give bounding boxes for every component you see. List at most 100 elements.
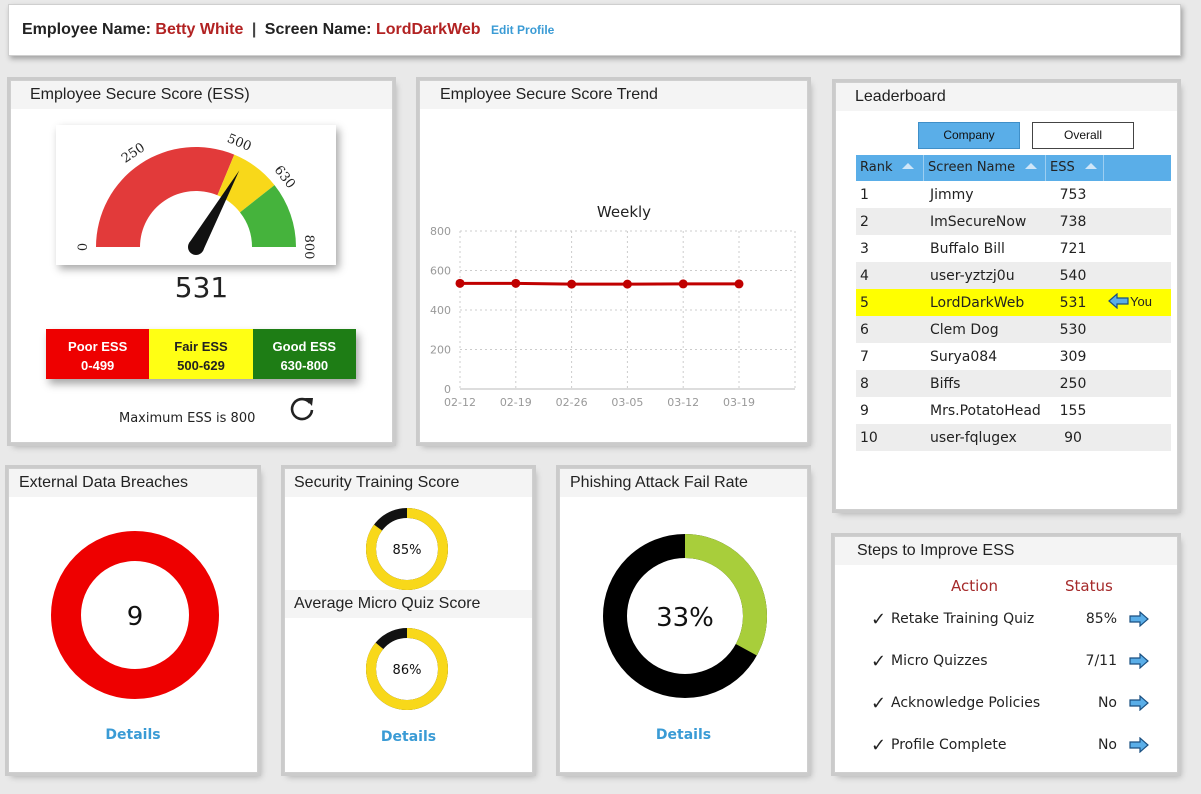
rank-column-header[interactable]: Rank (856, 155, 924, 181)
row-ess: 155 (1059, 402, 1087, 419)
step-status: 7/11 (1085, 653, 1117, 669)
sort-asc-icon (1025, 163, 1038, 169)
row-rank: 7 (860, 348, 869, 365)
trend-data-point[interactable] (678, 279, 688, 289)
ess-gauge: 0 250 500 630 800 (56, 125, 336, 265)
row-ess: 309 (1059, 348, 1087, 365)
row-ess: 531 (1059, 294, 1087, 311)
edit-profile-link[interactable]: Edit Profile (491, 23, 555, 37)
quiz-score: 86% (393, 663, 422, 678)
company-tab-button[interactable]: Company (918, 122, 1020, 149)
step-row: ✓ Retake Training Quiz 85% (871, 607, 1151, 631)
ess-title: Employee Secure Score (ESS) (11, 81, 392, 109)
row-name: LordDarkWeb (930, 294, 1025, 311)
leaderboard-row: 2 ImSecureNow 738 (856, 208, 1171, 235)
step-status: No (1097, 737, 1117, 753)
chart-title: Weekly (597, 203, 651, 221)
training-details-link[interactable]: Details (380, 729, 437, 745)
legend-good-name: Good ESS (272, 339, 337, 354)
y-tick-label: 0 (444, 383, 451, 396)
phishing-rate: 33% (656, 603, 714, 633)
row-name: Surya084 (930, 348, 998, 365)
arrow-right-icon[interactable] (1129, 695, 1149, 711)
training-panel: Security Training Score 85% Average Micr… (284, 468, 533, 773)
phishing-title: Phishing Attack Fail Rate (560, 469, 807, 497)
screen-name: LordDarkWeb (375, 21, 481, 38)
refresh-icon[interactable] (288, 394, 316, 422)
quiz-donut: 86% (366, 628, 448, 710)
leaderboard-row: 8 Biffs 250 (856, 370, 1171, 397)
step-row: ✓ Profile Complete No (871, 733, 1151, 757)
trend-data-point[interactable] (455, 278, 465, 288)
legend-fair: Fair ESS 500-629 (149, 329, 253, 379)
leaderboard-row: 6 Clem Dog 530 (856, 316, 1171, 343)
leaderboard-header: Rank Screen Name ESS (856, 155, 1171, 181)
leaderboard-table: Rank Screen Name ESS 1 Jimmy 753 2 ImSecure… (856, 155, 1171, 451)
arrow-right-icon[interactable] (1129, 737, 1149, 753)
leaderboard-title: Leaderboard (836, 83, 1177, 111)
row-name: ImSecureNow (930, 213, 1027, 230)
profile-header: Employee Name: Betty White | Screen Name… (8, 4, 1181, 56)
breaches-donut: 9 (51, 531, 219, 699)
gauge-tick-label: 500 (225, 131, 254, 154)
arrow-right-icon[interactable] (1129, 611, 1149, 627)
training-donut-arc (366, 508, 448, 590)
legend-good: Good ESS 630-800 (252, 329, 356, 379)
row-name: Mrs.PotatoHead (930, 402, 1041, 419)
name-header-label: Screen Name (928, 160, 1016, 175)
gauge-band-good (239, 185, 296, 247)
trend-data-point[interactable] (622, 279, 632, 289)
phishing-details-link[interactable]: Details (655, 727, 712, 743)
trend-data-point[interactable] (511, 278, 521, 288)
overall-tab-button[interactable]: Overall (1032, 122, 1134, 149)
breaches-panel: External Data Breaches 9 Details (8, 468, 258, 773)
row-name: user-fqlugex (930, 429, 1017, 446)
step-action: Acknowledge Policies (891, 695, 1041, 711)
step-action: Micro Quizzes (891, 653, 988, 669)
leaderboard-row: 3 Buffalo Bill 721 (856, 235, 1171, 262)
y-tick-label: 400 (430, 304, 451, 317)
gauge-band-fair (217, 154, 275, 213)
ess-score-value: 531 (174, 271, 229, 304)
row-name: Biffs (930, 375, 961, 392)
legend-poor: Poor ESS 0-499 (46, 329, 150, 379)
row-ess: 250 (1059, 375, 1087, 392)
rank-header-label: Rank (860, 160, 893, 175)
leaderboard-row: 9 Mrs.PotatoHead 155 (856, 397, 1171, 424)
step-status: 85% (1085, 611, 1117, 627)
phishing-donut-arc (603, 534, 767, 698)
leaderboard-body: 1 Jimmy 753 2 ImSecureNow 738 3 Buffalo Bill 7… (856, 181, 1171, 451)
training-score: 85% (393, 543, 422, 558)
step-row: ✓ Micro Quizzes 7/11 (871, 649, 1151, 673)
phishing-panel: Phishing Attack Fail Rate 33% Details (559, 468, 808, 773)
employee-name-label: Employee Name: (22, 21, 151, 38)
row-name: Buffalo Bill (930, 240, 1005, 257)
row-rank: 10 (860, 429, 878, 446)
arrow-right-icon[interactable] (1129, 653, 1149, 669)
trend-data-point[interactable] (734, 279, 744, 289)
ess-header-label: ESS (1050, 160, 1075, 175)
ess-column-header[interactable]: ESS (1046, 155, 1104, 181)
row-name: Clem Dog (930, 321, 999, 338)
trend-panel: Employee Secure Score Trend Weekly 800 600… (419, 80, 808, 443)
check-icon: ✓ (871, 692, 887, 714)
y-tick-label: 200 (430, 344, 451, 357)
legend-fair-name: Fair ESS (174, 339, 228, 354)
row-rank: 5 (860, 294, 869, 311)
row-rank: 3 (860, 240, 869, 257)
quiz-donut-arc (366, 628, 448, 710)
row-rank: 4 (860, 267, 869, 284)
trend-chart: Weekly 800 600 400 200 002-12 02-19 02-26 03-05 0… (430, 203, 796, 409)
y-tick-label: 800 (430, 225, 451, 238)
sort-asc-icon (1084, 163, 1097, 169)
row-rank: 8 (860, 375, 869, 392)
legend-poor-name: Poor ESS (68, 339, 128, 354)
check-icon: ✓ (871, 734, 887, 756)
breaches-details-link[interactable]: Details (105, 727, 161, 743)
row-name: Jimmy (930, 186, 974, 203)
row-ess: 721 (1059, 240, 1087, 257)
empty-column-header (1104, 155, 1171, 181)
row-ess: 540 (1059, 267, 1087, 284)
name-column-header[interactable]: Screen Name (924, 155, 1046, 181)
trend-data-point[interactable] (567, 279, 577, 289)
